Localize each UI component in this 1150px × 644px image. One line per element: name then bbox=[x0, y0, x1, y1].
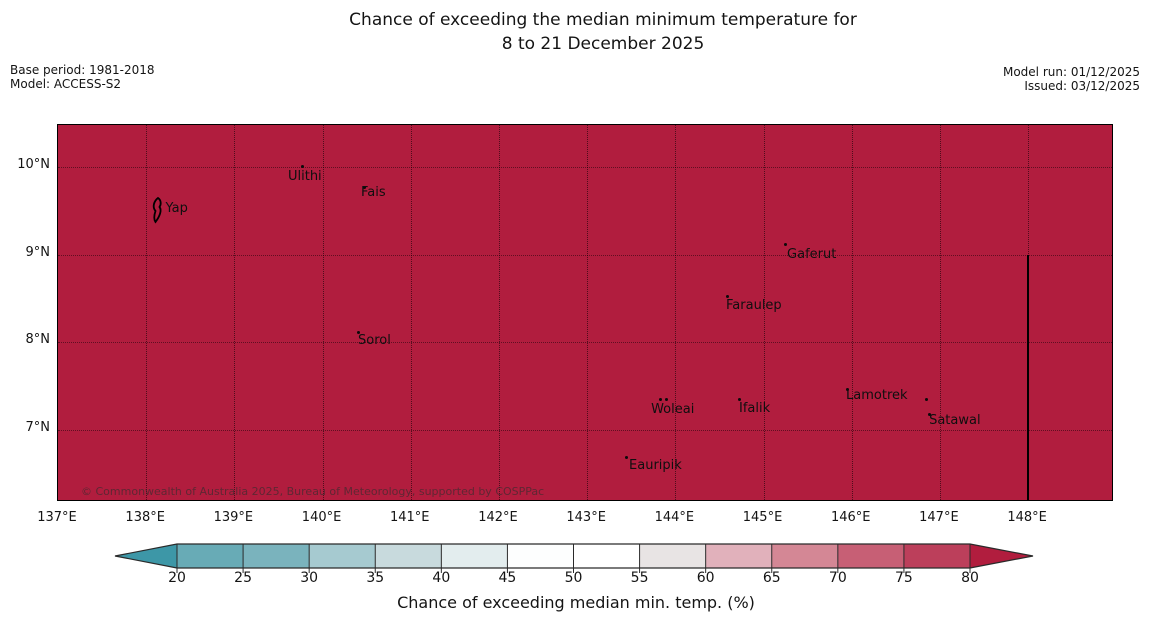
gridline-meridian bbox=[587, 125, 589, 500]
woleai-marker-dot bbox=[658, 397, 662, 401]
x-tick-label: 140°E bbox=[301, 510, 342, 525]
colorbar-tick-label: 50 bbox=[564, 570, 583, 586]
map-canvas: Yap Ulithi Fais Gaferut Faraulep Sorol Woleai I… bbox=[57, 124, 1113, 501]
base-period-text: Base period: 1981-2018 bbox=[10, 63, 155, 77]
colorbar-tick-label: 30 bbox=[300, 570, 319, 586]
y-axis-tick-labels: 10°N 9°N 8°N 7°N bbox=[0, 124, 50, 501]
island-label-woleai: Woleai bbox=[651, 402, 695, 418]
colorbar-tick-label: 45 bbox=[498, 570, 517, 586]
gridline-meridian bbox=[939, 125, 941, 500]
x-tick-label: 148°E bbox=[1007, 510, 1047, 525]
colorbar-tick-label: 65 bbox=[762, 570, 781, 586]
fais-marker-dot bbox=[362, 185, 366, 189]
gridline-parallel bbox=[58, 430, 1112, 432]
gridline-meridian bbox=[322, 125, 324, 500]
x-tick-label: 145°E bbox=[742, 510, 783, 525]
island-label-sorol: Sorol bbox=[358, 333, 391, 349]
title-line-2: 8 to 21 December 2025 bbox=[501, 34, 705, 54]
gridline-parallel bbox=[58, 167, 1112, 168]
faraulep-marker-dot bbox=[725, 295, 729, 299]
meta-left: Base period: 1981-2018 Model: ACCESS-S2 bbox=[10, 63, 155, 91]
island-label-lamotrek: Lamotrek bbox=[846, 388, 908, 404]
x-tick-label: 147°E bbox=[919, 510, 959, 525]
gridline-meridian bbox=[763, 125, 765, 500]
satawal-marker-dot bbox=[927, 412, 931, 416]
colorbar-tick-label: 25 bbox=[234, 570, 252, 586]
island-label-yap: Yap bbox=[165, 200, 188, 216]
colorbar-axis-label: Chance of exceeding median min. temp. (%… bbox=[397, 593, 755, 612]
gridline-meridian bbox=[851, 125, 853, 500]
gridline-meridian bbox=[146, 125, 148, 500]
gridline-meridian bbox=[410, 125, 412, 500]
model-text: Model: ACCESS-S2 bbox=[10, 77, 122, 91]
title-line-1: Chance of exceeding the median minimum t… bbox=[349, 10, 857, 30]
islet-marker-dot bbox=[924, 397, 928, 401]
colorbar bbox=[114, 543, 1034, 573]
region-boundary-line bbox=[1027, 254, 1030, 500]
colorbar-tick-label: 55 bbox=[630, 570, 649, 586]
island-label-ifalik: Ifalik bbox=[739, 401, 771, 417]
x-tick-label: 143°E bbox=[566, 510, 606, 525]
sorol-marker-dot bbox=[356, 330, 360, 334]
island-label-fais: Fais bbox=[361, 185, 386, 200]
gridline-meridian bbox=[234, 125, 236, 500]
x-tick-label: 142°E bbox=[478, 510, 518, 525]
x-tick-label: 144°E bbox=[654, 510, 695, 525]
colorbar-tick-label: 75 bbox=[894, 570, 913, 586]
y-tick-label: 9°N bbox=[25, 244, 51, 260]
page-title: Chance of exceeding the median minimum t… bbox=[56, 8, 1150, 56]
woleai-marker-dot bbox=[664, 397, 668, 401]
yap-island-shape bbox=[153, 196, 163, 224]
colorbar-tick-label: 40 bbox=[432, 570, 451, 586]
copyright-text: © Commonwealth of Australia 2025, Bureau… bbox=[81, 485, 545, 498]
x-tick-label: 141°E bbox=[389, 510, 430, 525]
y-tick-label: 8°N bbox=[25, 332, 51, 348]
colorbar-tick-label: 35 bbox=[366, 570, 385, 586]
island-label-ulithi: Ulithi bbox=[287, 169, 322, 185]
colorbar-tick-label: 20 bbox=[168, 570, 186, 586]
x-tick-label: 138°E bbox=[125, 510, 165, 525]
colorbar-tick-labels: 20 25 30 35 40 45 50 55 60 65 70 75 80 bbox=[108, 570, 1038, 586]
colorbar-tick-label: 80 bbox=[961, 570, 979, 586]
y-tick-label: 7°N bbox=[25, 420, 51, 436]
issued-text: Issued: 03/12/2025 bbox=[1024, 79, 1140, 93]
ifalik-marker-dot bbox=[737, 397, 741, 401]
colorbar-tick-label: 70 bbox=[828, 570, 847, 586]
island-label-satawal: Satawal bbox=[929, 413, 981, 429]
meta-right: Model run: 01/12/2025 Issued: 03/12/2025 bbox=[850, 65, 1140, 93]
x-tick-label: 146°E bbox=[830, 510, 871, 525]
gridline-parallel bbox=[58, 254, 1112, 256]
x-tick-label: 139°E bbox=[213, 510, 254, 525]
y-tick-label: 10°N bbox=[17, 157, 50, 172]
gridline-meridian bbox=[498, 125, 500, 500]
gaferut-marker-dot bbox=[783, 243, 787, 247]
colorbar-tick-label: 60 bbox=[696, 570, 715, 586]
island-label-faraulep: Faraulep bbox=[726, 297, 782, 313]
x-axis-tick-labels: 137°E 138°E 139°E 140°E 141°E 142°E 143°E 144°E… bbox=[37, 510, 1113, 528]
eauripik-marker-dot bbox=[624, 455, 628, 459]
ulithi-marker-dot bbox=[301, 164, 305, 168]
lamotrek-marker-dot bbox=[845, 387, 849, 391]
x-tick-label: 137°E bbox=[37, 510, 77, 525]
gridline-parallel bbox=[58, 342, 1112, 344]
island-label-gaferut: Gaferut bbox=[787, 246, 837, 262]
model-run-text: Model run: 01/12/2025 bbox=[1002, 65, 1140, 79]
island-label-eauripik: Eauripik bbox=[629, 458, 682, 473]
gridline-meridian bbox=[675, 125, 677, 500]
